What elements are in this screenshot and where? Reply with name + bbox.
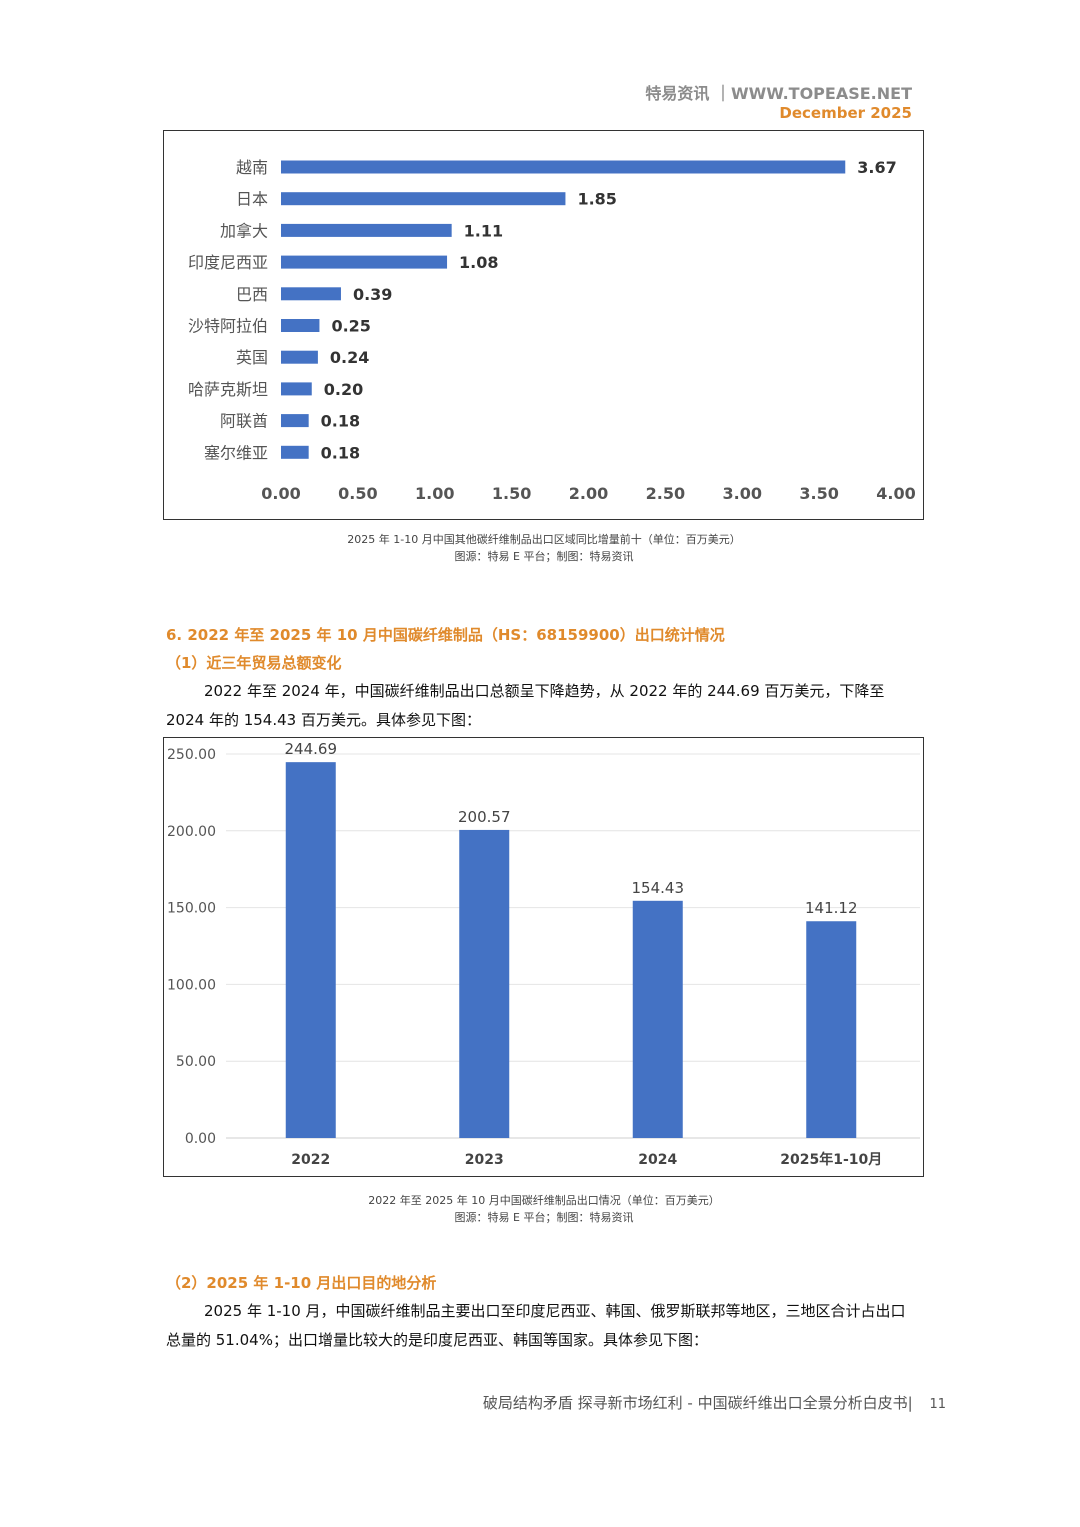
x-tick-label: 2.50: [646, 484, 685, 503]
category-label: 沙特阿拉伯: [188, 317, 268, 336]
data-label: 244.69: [285, 740, 338, 758]
data-label: 1.11: [464, 221, 503, 240]
data-label: 0.20: [324, 380, 363, 399]
bar: [285, 762, 336, 1138]
x-tick-label: 3.50: [799, 484, 838, 503]
data-label: 0.18: [321, 443, 360, 462]
x-tick-label: 2.00: [569, 484, 608, 503]
section-6-paragraph-2: 2025 年 1-10 月，中国碳纤维制品主要出口至印度尼西亚、韩国、俄罗斯联邦…: [166, 1302, 906, 1349]
chart-frame-export-trend: 0.00 50.00 100.00 150.00 200.00 250.00 244.69 2…: [163, 737, 924, 1177]
category-label: 巴西: [236, 285, 268, 304]
chart2-source: 图源：特易 E 平台；制图：特易资讯: [454, 1211, 634, 1224]
chart2-caption: 2022 年至 2025 年 10 月中国碳纤维制品出口情况（单位：百万美元）: [368, 1194, 720, 1207]
y-tick-label: 50.00: [176, 1054, 216, 1070]
category-label: 越南: [236, 158, 268, 177]
x-tick-label: 0.50: [338, 484, 377, 503]
category-label: 英国: [236, 348, 268, 367]
y-tick-label: 100.00: [167, 977, 216, 993]
bar: [459, 829, 510, 1138]
category-label: 2023: [465, 1152, 504, 1168]
bar: [281, 255, 448, 269]
category-label: 阿联酋: [220, 412, 268, 431]
y-tick-label: 200.00: [167, 824, 216, 840]
chart1-caption: 2025 年 1-10 月中国其他碳纤维制品出口区域同比增量前十（单位：百万美元…: [347, 533, 741, 546]
category-label: 哈萨克斯坦: [188, 380, 268, 399]
footer-text: 破局结构矛盾 探寻新市场红利 - 中国碳纤维出口全景分析白皮书|: [482, 1394, 913, 1412]
bar: [281, 414, 309, 428]
y-tick-label: 250.00: [167, 747, 216, 763]
data-label: 1.85: [577, 190, 616, 209]
y-tick-label: 0.00: [185, 1131, 216, 1147]
x-tick-label: 1.50: [492, 484, 531, 503]
chart-vertical-bar: 0.00 50.00 100.00 150.00 200.00 250.00 244.69 2…: [167, 740, 920, 1168]
section-6-subtitle-2: （2）2025 年 1-10 月出口目的地分析: [166, 1274, 437, 1292]
data-label: 0.39: [353, 285, 392, 304]
category-label: 日本: [236, 190, 268, 209]
section-6-paragraph-1: 2022 年至 2024 年，中国碳纤维制品出口总额呈下降趋势，从 2022 年…: [166, 682, 885, 729]
data-label: 154.43: [632, 879, 685, 897]
data-label: 0.18: [321, 412, 360, 431]
x-tick-label: 0.00: [261, 484, 300, 503]
page-number: 11: [929, 1397, 946, 1412]
data-label: 141.12: [805, 899, 858, 917]
section-6-subtitle-1: （1）近三年贸易总额变化: [166, 654, 342, 672]
bar: [281, 382, 312, 396]
data-label: 3.67: [857, 158, 896, 177]
category-label: 2024: [638, 1152, 677, 1168]
bar: [281, 445, 309, 459]
bar: [281, 192, 566, 206]
x-tick-label: 3.00: [723, 484, 762, 503]
section-6-title: 6. 2022 年至 2025 年 10 月中国碳纤维制品（HS：6815990…: [166, 626, 725, 644]
header-brand: 特易资讯 ｜WWW.TOPEASE.NET: [645, 84, 912, 103]
bar: [281, 319, 320, 332]
header-date: December 2025: [779, 104, 912, 122]
chart-horizontal-bar: 越南 3.67 日本 1.85 加拿大 1.11 印度尼西亚 1.08 巴西 0.39 沙特阿拉伯 0…: [188, 158, 916, 503]
chart1-source: 图源：特易 E 平台；制图：特易资讯: [454, 550, 634, 563]
y-tick-label: 150.00: [167, 901, 216, 917]
data-label: 1.08: [459, 253, 498, 272]
category-label: 2022: [291, 1152, 330, 1168]
bar: [281, 223, 452, 237]
category-label: 加拿大: [220, 221, 268, 240]
bar: [281, 160, 846, 174]
bar: [281, 287, 341, 301]
data-label: 0.24: [330, 348, 369, 367]
data-label: 200.57: [458, 808, 511, 826]
chart-frame-top-increase: 越南 3.67 日本 1.85 加拿大 1.11 印度尼西亚 1.08 巴西 0.39 沙特阿拉伯 0…: [163, 130, 924, 520]
bar: [806, 921, 857, 1138]
x-tick-label: 1.00: [415, 484, 454, 503]
bar: [632, 900, 683, 1138]
category-label: 塞尔维亚: [204, 443, 268, 462]
footer-title: 破局结构矛盾 探寻新市场红利 - 中国碳纤维出口全景分析白皮书| 11: [400, 1392, 946, 1413]
category-label: 印度尼西亚: [188, 253, 268, 272]
x-tick-label: 4.00: [876, 484, 915, 503]
category-label: 2025年1-10月: [780, 1151, 882, 1168]
bar: [281, 350, 318, 364]
data-label: 0.25: [331, 317, 370, 336]
